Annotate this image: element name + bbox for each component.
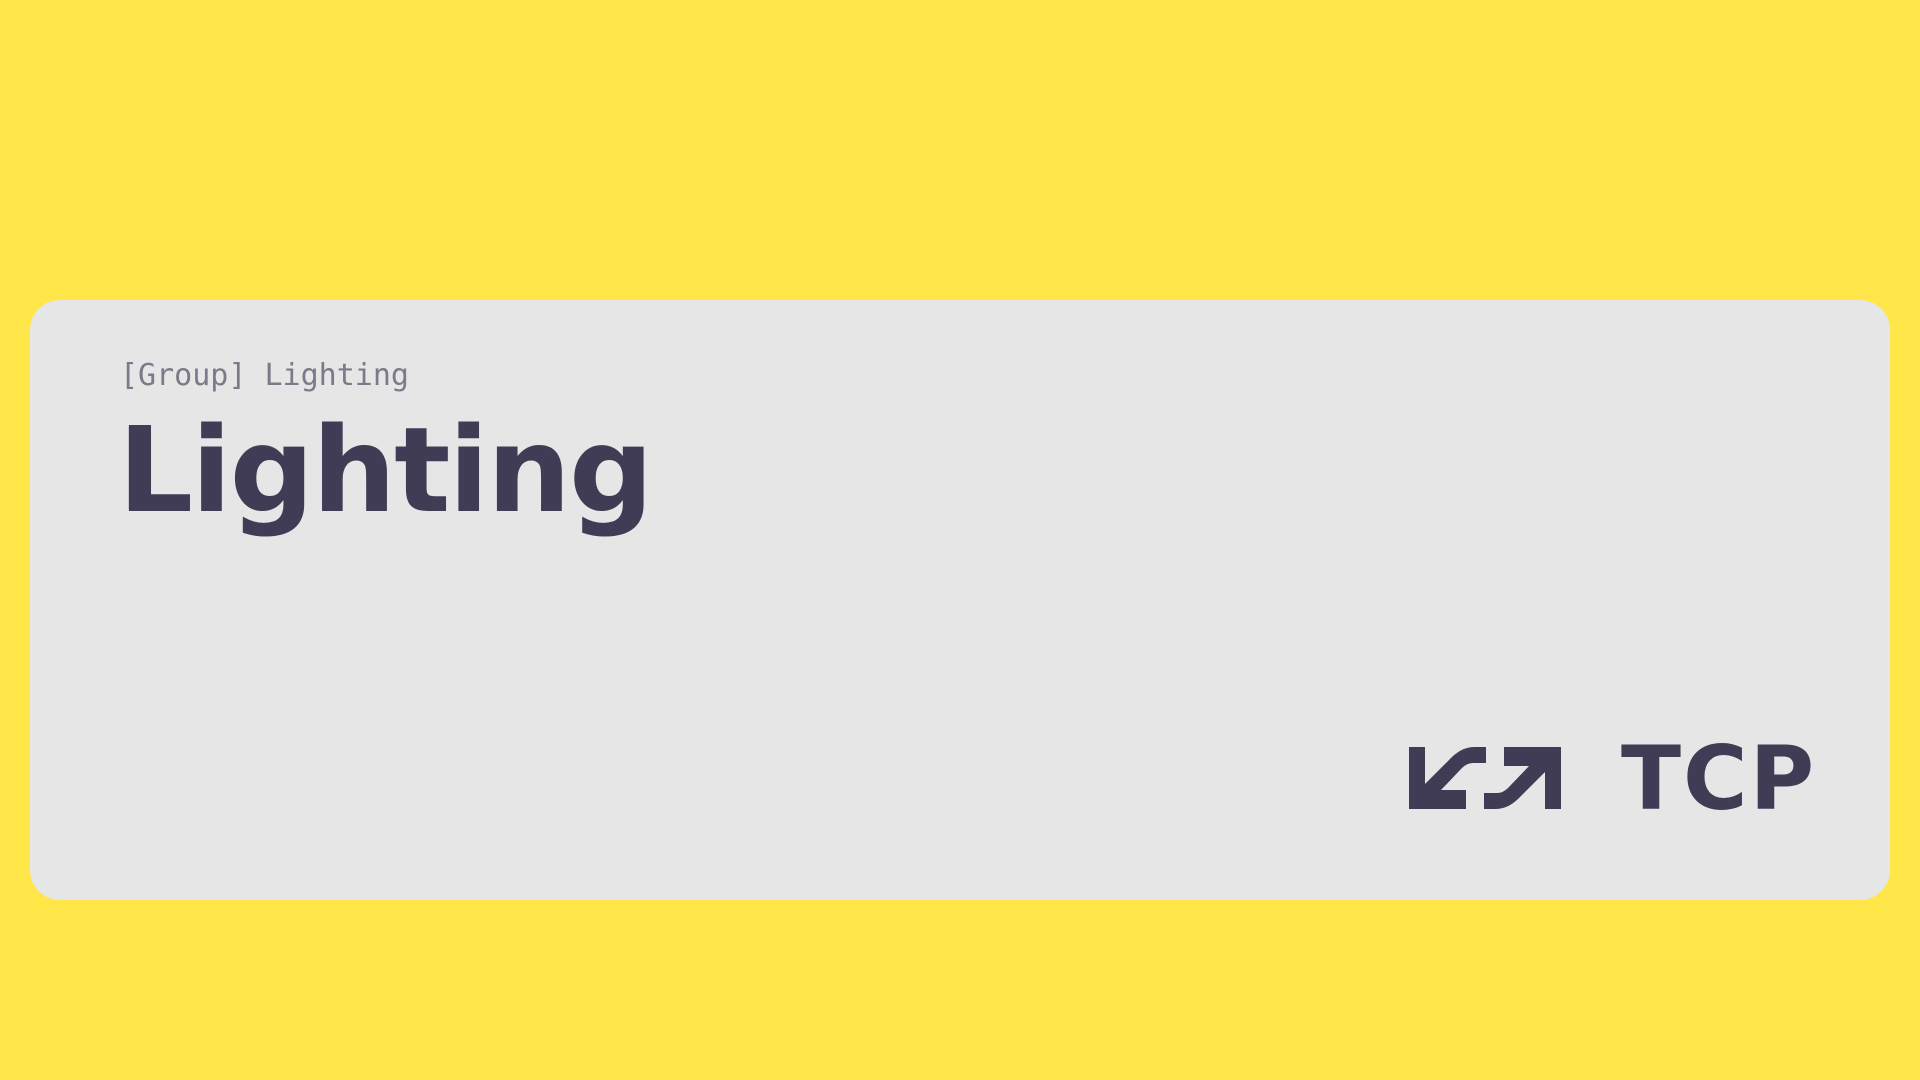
brand-name: TCP <box>1621 727 1817 830</box>
brand-logo: TCP <box>1409 727 1817 830</box>
group-title: Lighting <box>118 401 653 539</box>
tcp-arrows-logo-icon <box>1409 747 1561 809</box>
group-breadcrumb: [Group] Lighting <box>120 358 409 393</box>
group-card: [Group] Lighting Lighting TCP <box>30 300 1890 900</box>
